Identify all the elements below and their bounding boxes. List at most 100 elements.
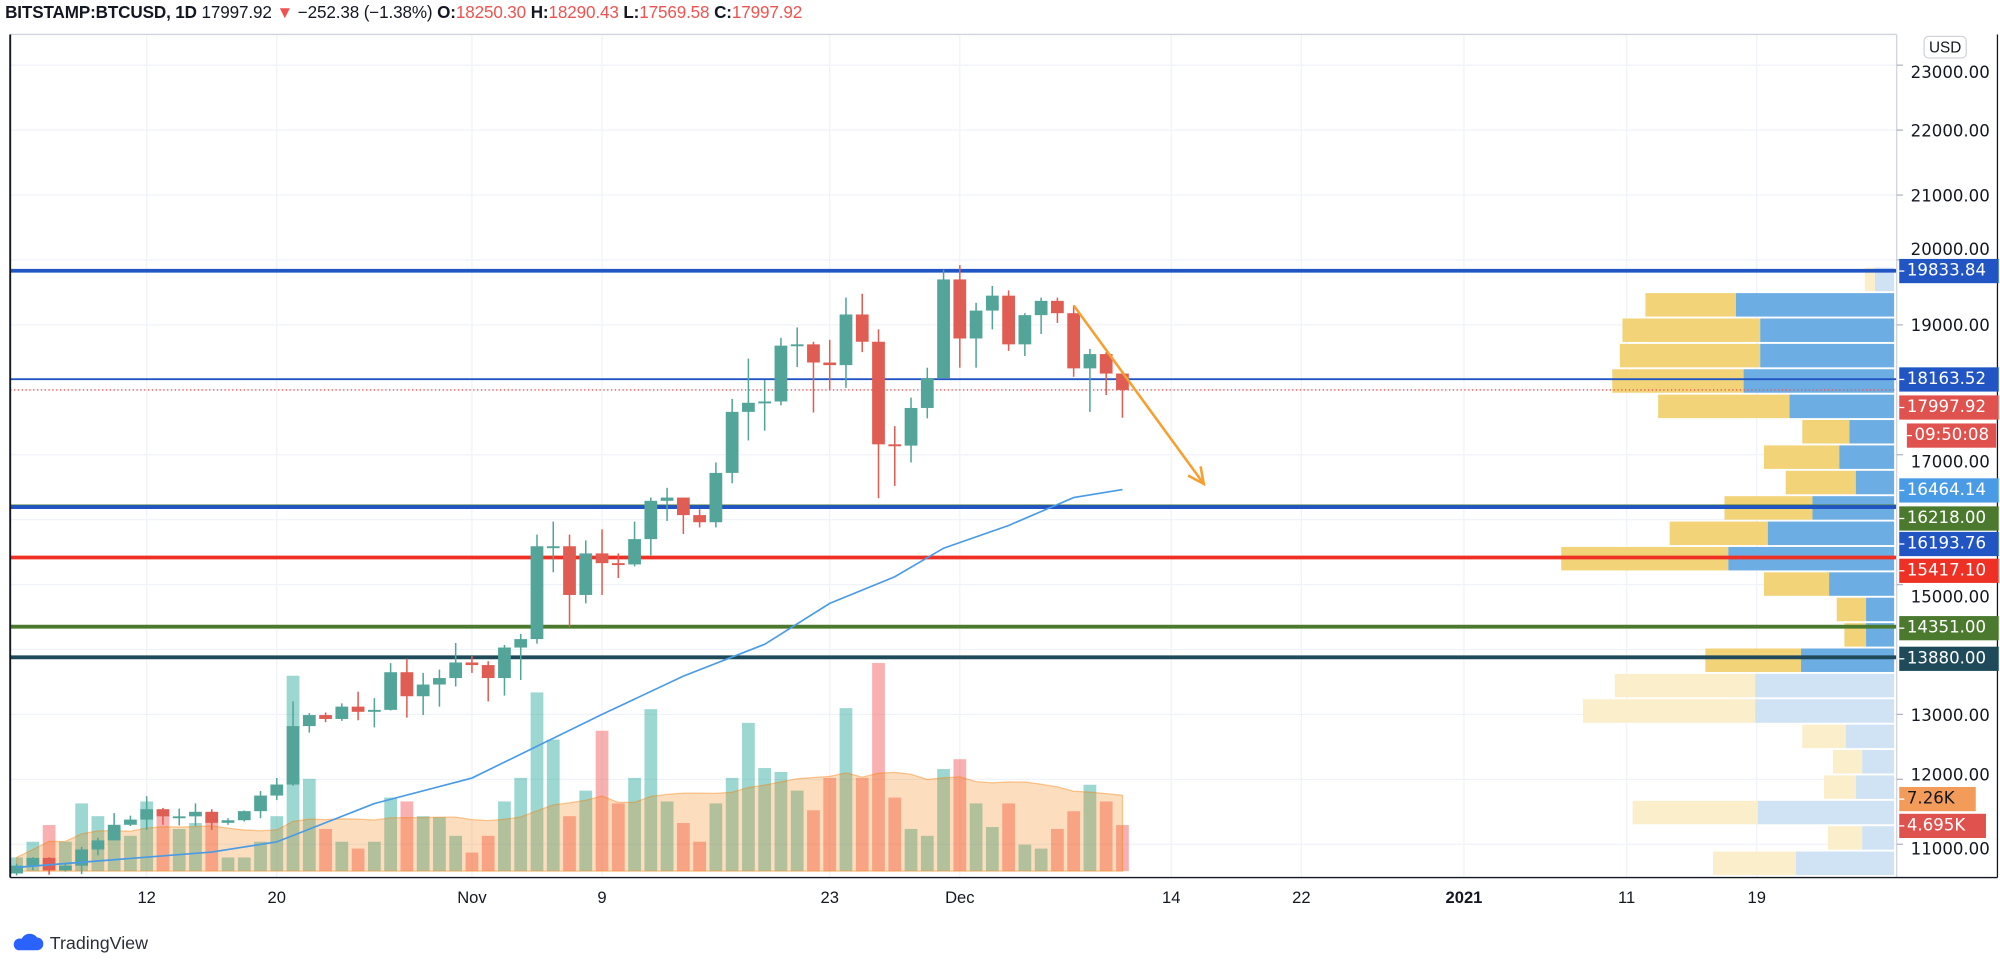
candle (953, 265, 967, 368)
candle-body (1083, 354, 1097, 369)
candle-body (254, 795, 267, 812)
candle (855, 293, 869, 353)
candle (904, 397, 918, 463)
volume-bar (595, 730, 609, 872)
candle (1051, 297, 1064, 323)
trend-arrow[interactable] (1072, 304, 1206, 487)
profile-down-bar (1767, 521, 1895, 546)
profile-up-bar (1823, 775, 1856, 799)
candle-body (823, 362, 837, 366)
candle (985, 285, 999, 330)
candle-body (855, 314, 869, 342)
price-tick-label: 12000.00 (1911, 766, 1990, 785)
candle-body (872, 341, 885, 445)
volume-bar (433, 817, 446, 872)
profile-up-bar (1764, 572, 1830, 596)
volume-bar (758, 768, 772, 872)
ma-value-tag: 16464.14 (1899, 478, 1999, 503)
horizontal-levels (10, 268, 1897, 660)
profile-down-bar (1743, 369, 1895, 393)
candle-body (628, 539, 641, 565)
candle-body (384, 672, 398, 710)
volume-bar (611, 803, 625, 872)
volume-bar (1083, 784, 1097, 872)
volume-bar (530, 692, 544, 872)
volume-bar (839, 708, 853, 872)
candle (26, 857, 40, 871)
volume-bar (1099, 801, 1113, 872)
candle (546, 521, 560, 573)
candle-body (302, 715, 316, 727)
candle-body (481, 665, 495, 679)
candle (156, 807, 170, 825)
last-price: 17997.92 (201, 2, 272, 22)
close-value: 17997.92 (731, 2, 803, 22)
candle-body (595, 553, 609, 564)
candle (839, 297, 853, 388)
volume-bar (156, 816, 170, 872)
volume-bar (1002, 803, 1015, 872)
candle (628, 521, 641, 567)
level-tag-19833: 19833.84 (1899, 258, 1999, 284)
candle (254, 791, 267, 819)
candle (790, 327, 804, 368)
candle-body (1034, 300, 1048, 316)
price-tick-label: 20000.00 (1911, 240, 1990, 259)
candle (58, 863, 72, 872)
candle-body (270, 784, 284, 796)
candle (709, 462, 723, 528)
candle (644, 497, 658, 556)
candle-body (1099, 354, 1113, 374)
volume-bar (660, 801, 674, 872)
candle (530, 534, 544, 644)
candle (742, 358, 755, 441)
price-tick-label: 17000.00 (1911, 452, 1990, 471)
candle (449, 642, 463, 687)
level-tag-16193: 16193.76 (1899, 531, 1999, 557)
volume-ma-tag: 7.26K (1899, 786, 1976, 812)
low-label: L: (623, 2, 640, 22)
price-tick-label: 21000.00 (1911, 186, 1990, 205)
candle-body (807, 344, 820, 363)
candle (1002, 290, 1015, 351)
profile-down-bar (1760, 318, 1895, 342)
level-tag-15417: 15417.10 (1899, 558, 1999, 583)
candle-body (579, 553, 593, 595)
grid (10, 34, 1897, 878)
candle (1099, 352, 1113, 395)
candle-body (26, 857, 40, 866)
profile-up-bar (1832, 750, 1863, 774)
candle-body (904, 407, 918, 446)
profile-up-bar (1864, 267, 1875, 292)
level-tag-16218: 16218.00 (1899, 506, 1999, 531)
candle-body (742, 402, 755, 412)
candle (351, 691, 365, 721)
profile-down-bar (1862, 750, 1895, 774)
candle (140, 796, 154, 830)
tradingview-logo[interactable]: TradingView (10, 932, 148, 953)
symbol-title[interactable]: BITSTAMP:BTCUSD, 1D (5, 2, 197, 22)
profile-down-bar (1839, 445, 1895, 469)
symbol-header: BITSTAMP:BTCUSD, 1D 17997.92 ▼ −252.38 (… (5, 3, 802, 22)
volume-bar (172, 828, 186, 872)
volume-bar (790, 790, 804, 872)
price-tick-label: 13000.00 (1911, 706, 1990, 725)
profile-up-bar (1713, 851, 1796, 876)
volume-bar (1051, 828, 1064, 872)
profile-up-bar (1844, 623, 1867, 647)
close-label: C: (714, 2, 732, 22)
volume-bar (335, 841, 349, 872)
candle-body (530, 546, 544, 640)
candle (774, 337, 788, 406)
currency-button[interactable]: USD (1923, 35, 1967, 59)
volume-bar (725, 777, 739, 872)
candle (514, 633, 528, 681)
time-tick-label: 20 (268, 888, 286, 907)
profile-down-bar (1735, 293, 1895, 317)
level-tag-13880: 13880.00 (1899, 646, 1999, 671)
candle-body (172, 816, 186, 819)
volume-bar (579, 790, 593, 872)
candle-body (1116, 373, 1129, 390)
time-tick-label: 12 (137, 888, 155, 907)
